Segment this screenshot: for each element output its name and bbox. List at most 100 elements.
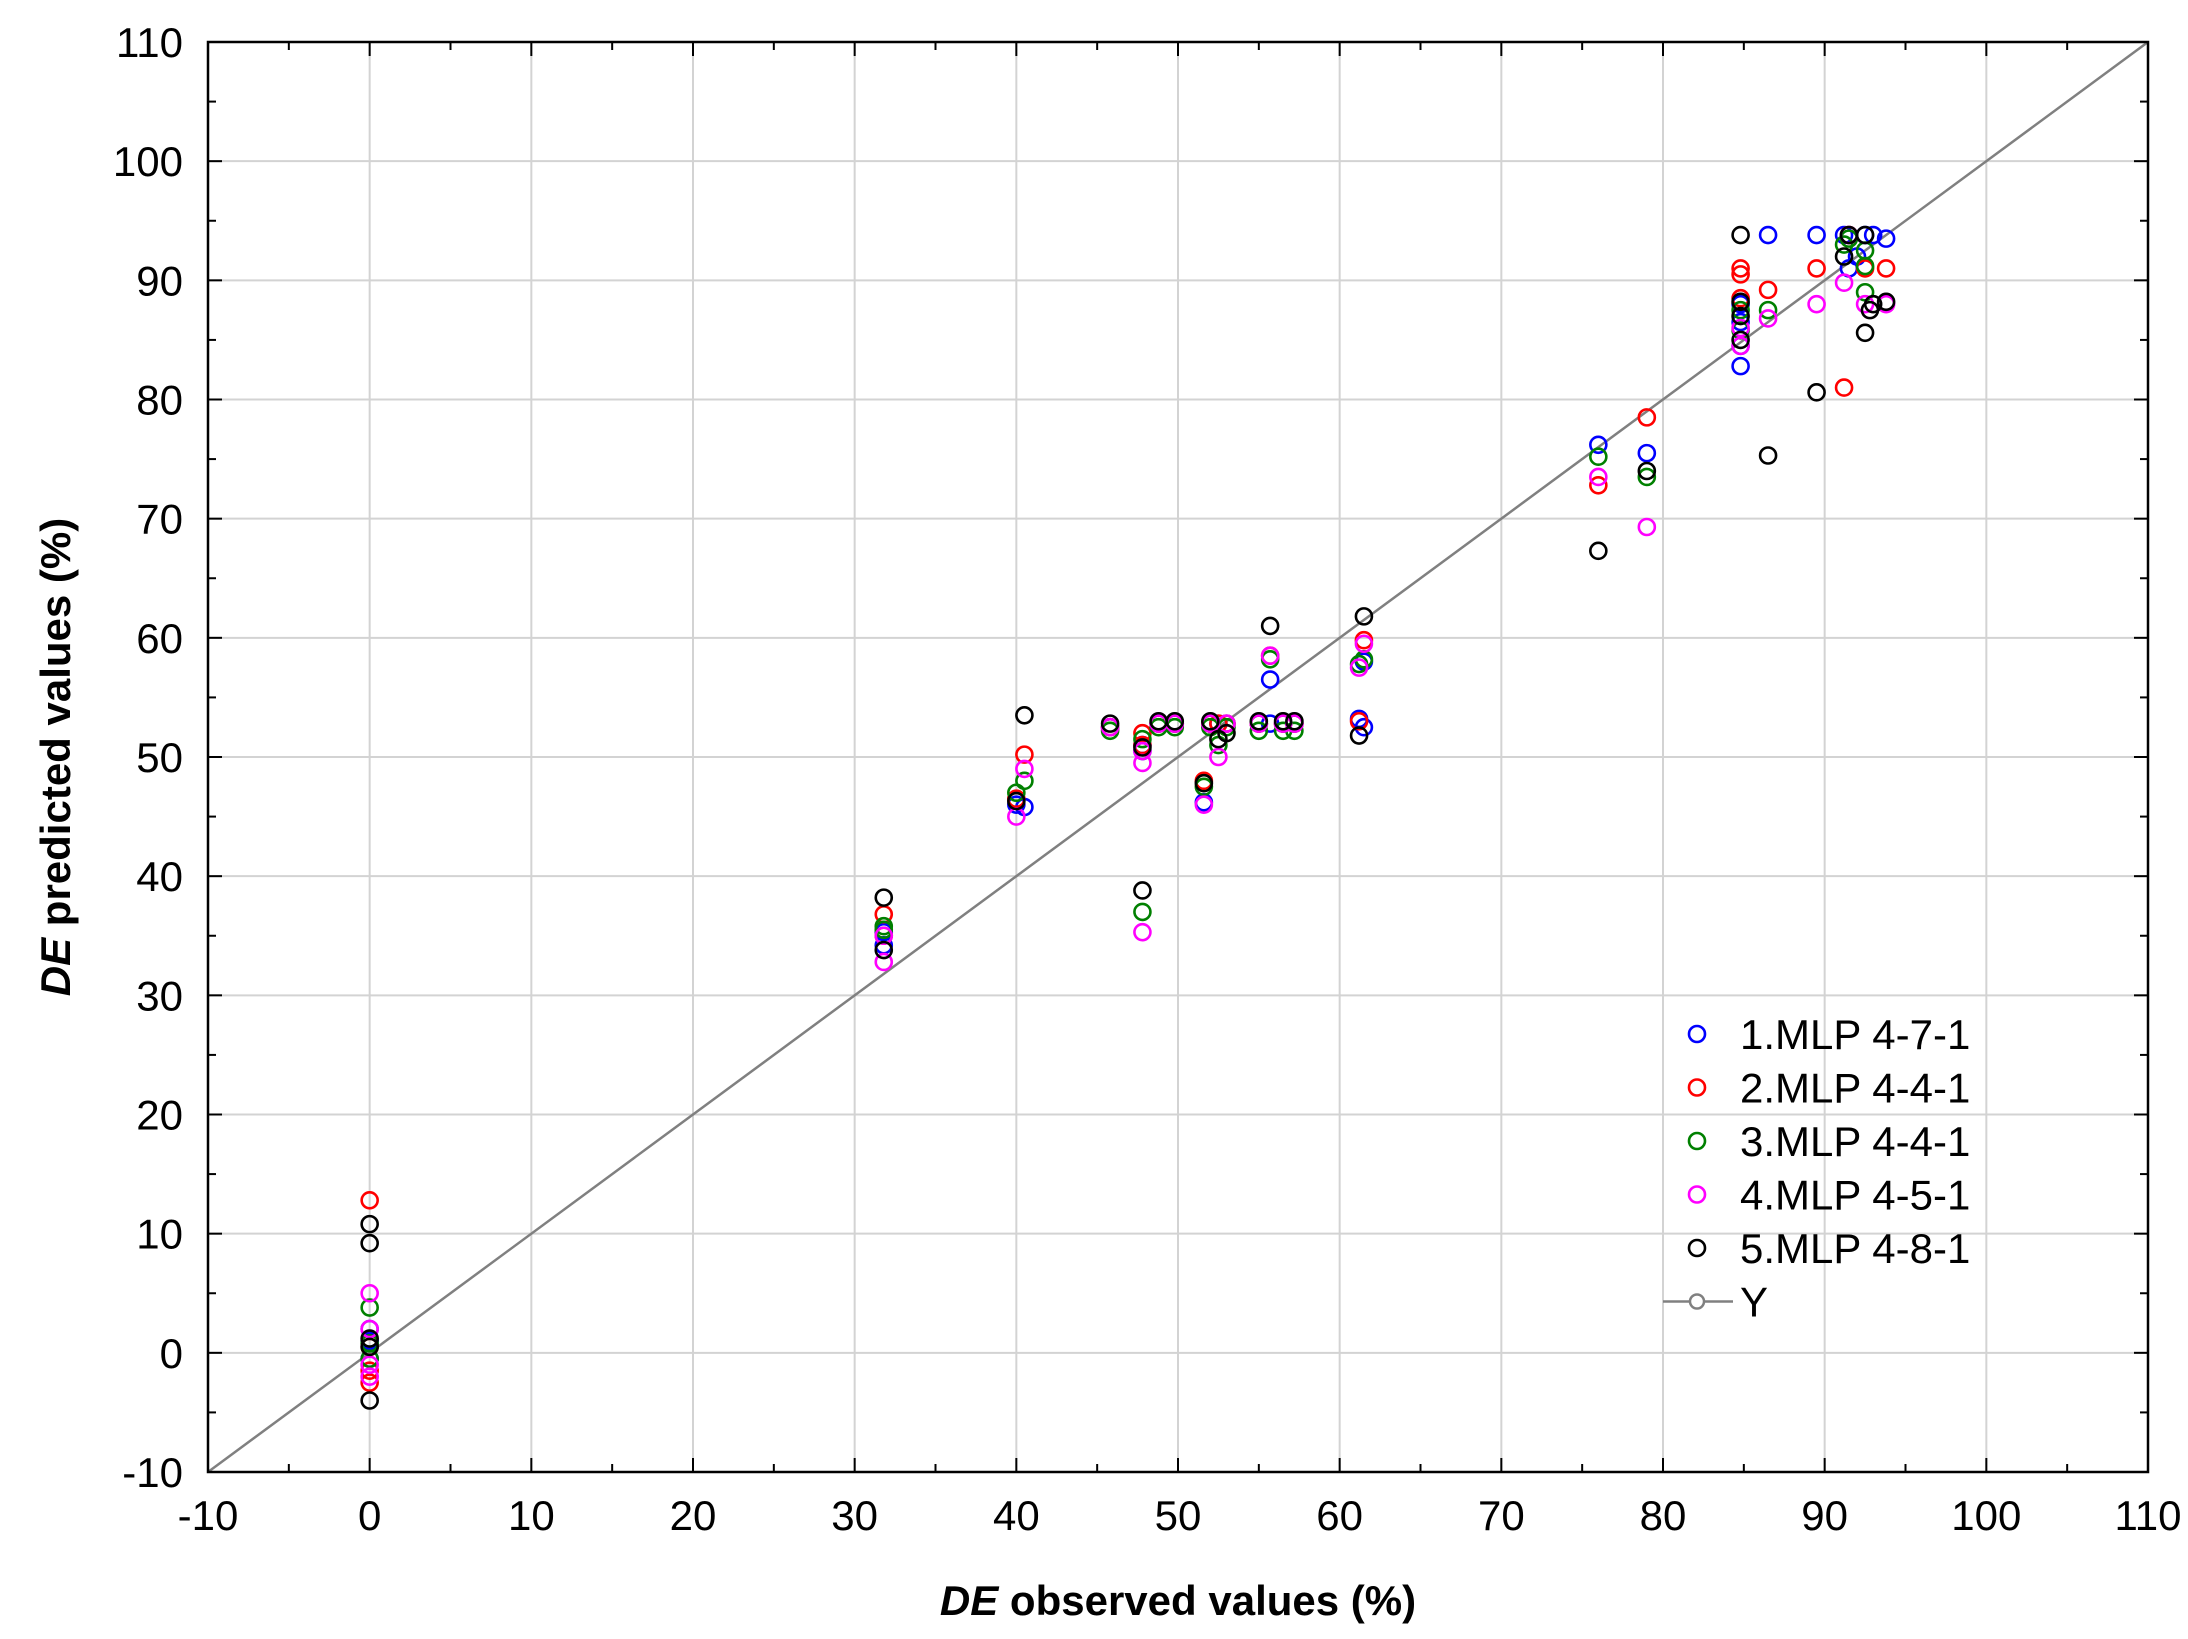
data-point-series-5 <box>1731 330 1750 350</box>
x-axis-title-rest: observed values (%) <box>998 1577 1416 1624</box>
data-point-series-4 <box>1834 273 1854 293</box>
legend-label-series-3: 3.MLP 4-4-1 <box>1740 1118 1970 1165</box>
data-point-series-2 <box>360 1361 379 1381</box>
y-axis-title: DE predicted values (%) <box>32 518 79 996</box>
data-point-series-1 <box>1876 229 1896 248</box>
x-tick-label: 20 <box>670 1492 717 1539</box>
x-tick-label: 30 <box>831 1492 878 1539</box>
data-point-series-2 <box>1807 259 1826 278</box>
data-point-series-5 <box>1015 705 1034 725</box>
y-tick-label: 60 <box>136 615 183 662</box>
x-tick-label: 10 <box>508 1492 555 1539</box>
x-tick-label: 110 <box>2115 1492 2182 1539</box>
data-point-series-3 <box>1133 902 1152 922</box>
data-point-series-5 <box>1201 711 1220 731</box>
x-tick-label: 50 <box>1155 1492 1202 1539</box>
x-tick-label: 70 <box>1478 1492 1525 1539</box>
y-tick-label: 80 <box>136 377 183 424</box>
data-point-series-5 <box>1354 607 1374 626</box>
data-point-series-4 <box>1731 318 1750 338</box>
data-point-series-2 <box>1133 723 1152 743</box>
x-tick-label: 40 <box>993 1492 1040 1539</box>
data-point-series-4 <box>1589 467 1608 487</box>
data-point-series-4 <box>874 926 894 946</box>
data-point-series-3 <box>1249 721 1269 741</box>
data-point-series-5 <box>1876 292 1896 312</box>
data-point-series-4 <box>1015 759 1034 779</box>
data-point-series-5 <box>1834 247 1854 266</box>
data-point-series-5 <box>1133 881 1152 900</box>
data-point-series-5 <box>1194 773 1214 793</box>
grid-lines <box>208 42 2148 1472</box>
data-point-series-5 <box>874 888 894 907</box>
data-point-series-4 <box>1260 646 1280 666</box>
x-tick-labels: -10 0 10 20 30 40 50 60 70 80 90 100 110 <box>178 1492 2182 1539</box>
data-point-series-5 <box>874 940 894 960</box>
data-point-series-1 <box>1807 225 1826 245</box>
data-point-series-5 <box>1273 711 1293 731</box>
data-point-series-5 <box>1807 383 1826 402</box>
x-tick-label: 0 <box>358 1492 381 1539</box>
data-point-series-1 <box>1589 435 1608 455</box>
legend-marker-series-3 <box>1687 1131 1707 1151</box>
y-tick-label: 90 <box>136 257 183 304</box>
y-tick-label: 10 <box>136 1211 183 1258</box>
y-tick-label: 0 <box>160 1330 183 1377</box>
data-point-series-3 <box>874 920 894 940</box>
legend-label-series-5: 5.MLP 4-8-1 <box>1740 1225 1970 1272</box>
legend-marker-series-4 <box>1687 1185 1707 1204</box>
y-tick-label: 100 <box>113 138 183 185</box>
data-point-series-3 <box>1637 467 1657 487</box>
data-point-series-5 <box>1249 711 1269 731</box>
legend-marker-y <box>1688 1293 1706 1310</box>
y-tick-label: 50 <box>136 734 183 781</box>
data-point-series-1 <box>1758 225 1778 245</box>
y-tick-label: 40 <box>136 853 183 900</box>
data-point-series-4 <box>360 1283 379 1303</box>
data-point-series-3 <box>1589 447 1608 467</box>
data-point-series-5 <box>1637 461 1657 481</box>
data-point-series-4 <box>1133 922 1152 942</box>
data-point-series-5 <box>1589 541 1608 561</box>
data-point-series-2 <box>1758 280 1778 300</box>
data-point-series-2 <box>1731 265 1750 284</box>
reference-line-y <box>207 40 2149 1474</box>
data-point-series-1 <box>1834 225 1854 245</box>
data-point-series-5 <box>360 1329 379 1348</box>
data-point-series-4 <box>360 1367 379 1386</box>
y-tick-label: 70 <box>136 496 183 543</box>
data-point-series-3 <box>1758 300 1778 320</box>
data-point-series-1 <box>1260 670 1280 689</box>
data-point-series-2 <box>1637 408 1657 427</box>
data-point-series-4 <box>1349 658 1369 677</box>
legend-marker-series-2 <box>1687 1078 1707 1097</box>
y-tick-label: 110 <box>116 19 183 66</box>
data-point-series-5 <box>1007 791 1026 811</box>
data-point-series-3 <box>1015 771 1034 791</box>
data-point-series-3 <box>1731 300 1750 320</box>
data-point-series-4 <box>360 1319 379 1339</box>
data-point-series-5 <box>1731 225 1750 245</box>
data-point-series-4 <box>1758 309 1778 328</box>
data-point-series-5 <box>1133 738 1152 757</box>
data-point-series-4 <box>1637 517 1657 537</box>
data-point-series-2 <box>1589 475 1608 495</box>
y-tick-labels: -10 0 10 20 30 40 50 60 70 80 90 100 110 <box>113 19 183 1496</box>
data-point-series-5 <box>360 1214 379 1234</box>
y-axis-title-rest: predicted values (%) <box>32 518 79 938</box>
y-tick-label: 30 <box>136 972 183 1019</box>
x-tick-label: 100 <box>1951 1492 2021 1539</box>
data-point-series-4 <box>1354 634 1374 654</box>
data-point-series-5 <box>1349 726 1369 745</box>
data-point-series-2 <box>1876 259 1896 278</box>
data-point-series-4 <box>1731 336 1750 356</box>
legend-label-y: Y <box>1740 1279 1768 1326</box>
data-point-series-2 <box>1015 745 1034 764</box>
data-point-series-5 <box>1285 711 1304 731</box>
data-point-series-5 <box>1100 714 1120 733</box>
data-point-series-4 <box>1194 795 1214 814</box>
axis-ticks <box>207 41 2149 1473</box>
data-point-series-5 <box>1165 711 1185 731</box>
legend-marker-series-5 <box>1687 1238 1707 1258</box>
y-axis-title-prefix: DE <box>32 936 79 996</box>
